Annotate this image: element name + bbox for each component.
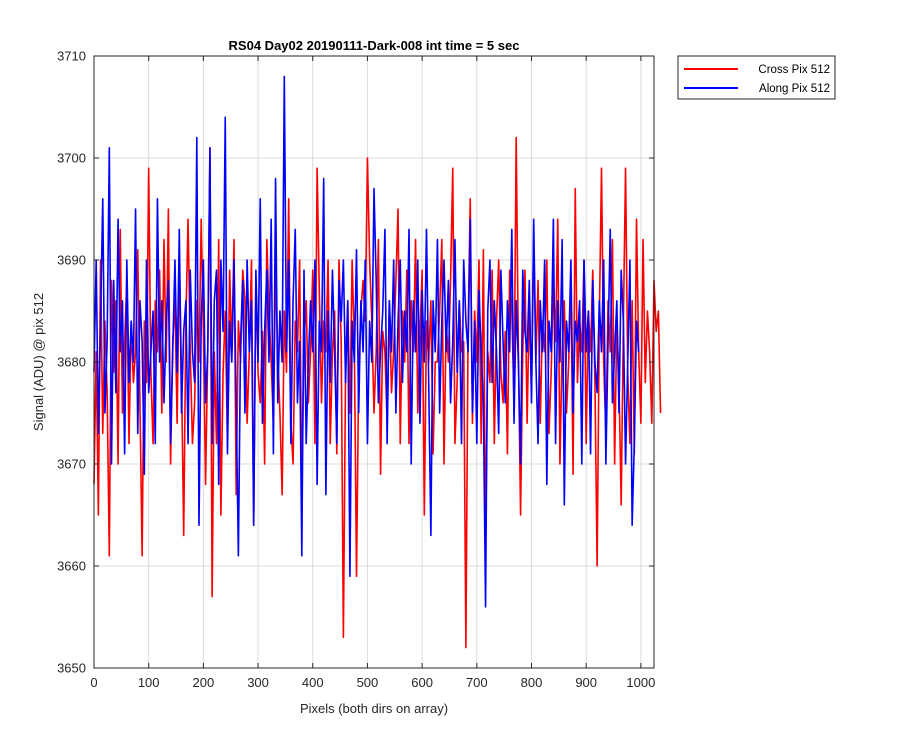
ticks: [93, 55, 654, 669]
y-tick-label: 3680: [57, 355, 86, 370]
x-tick-label: 200: [193, 675, 215, 690]
x-tick-label: 0: [90, 675, 97, 690]
plot-lines: [93, 75, 662, 649]
x-tick-label: 800: [521, 675, 543, 690]
x-tick-labels: 0 100 200 300 400 500 600 700 800 900 1000: [90, 675, 655, 690]
x-tick-label: 1000: [626, 675, 655, 690]
legend-label-along: Along Pix 512: [759, 83, 830, 95]
y-tick-label: 3710: [57, 49, 86, 64]
y-tick-label: 3650: [57, 661, 86, 676]
y-tick-label: 3690: [57, 253, 86, 268]
x-tick-label: 900: [575, 675, 597, 690]
x-tick-label: 400: [302, 675, 324, 690]
y-tick-label: 3700: [57, 151, 86, 166]
series-line-along-pix-512: [93, 75, 640, 608]
y-tick-label: 3670: [57, 457, 86, 472]
legend-box: [677, 55, 836, 100]
x-axis-label: Pixels (both dirs on array): [300, 701, 448, 716]
x-tick-label: 700: [466, 675, 488, 690]
y-tick-label: 3660: [57, 559, 86, 574]
x-tick-label: 300: [247, 675, 269, 690]
legend: Cross Pix 512 Along Pix 512: [677, 55, 836, 100]
y-axis-label: Signal (ADU) @ pix 512: [31, 293, 46, 431]
chart-title: RS04 Day02 20190111-Dark-008 int time = …: [229, 38, 520, 53]
x-tick-label: 500: [357, 675, 379, 690]
x-tick-label: 600: [411, 675, 433, 690]
x-tick-label: 100: [138, 675, 160, 690]
legend-label-cross: Cross Pix 512: [758, 64, 830, 76]
y-tick-labels: 3650 3660 3670 3680 3690 3700 3710: [57, 49, 86, 676]
